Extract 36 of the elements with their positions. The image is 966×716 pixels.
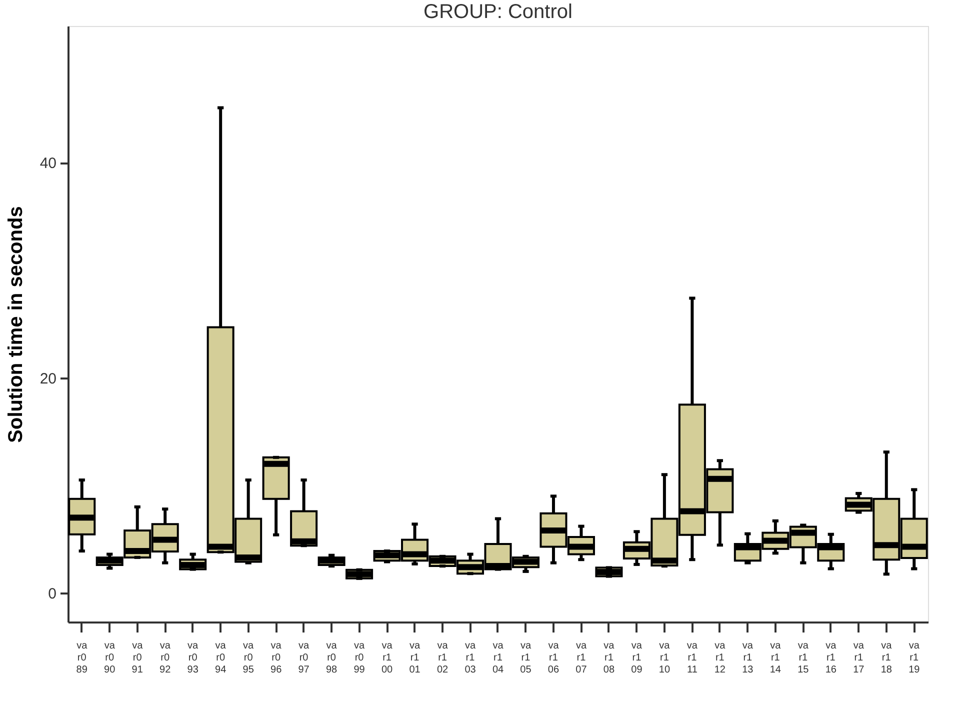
x-tick-label: var102: [436, 640, 449, 676]
x-tick-label: var110: [658, 640, 670, 676]
y-axis-title: Solution time in seconds: [4, 206, 27, 443]
x-tick-label: var094: [215, 640, 227, 676]
y-tick-label: 0: [48, 585, 56, 602]
x-tick-label: var100: [381, 640, 394, 676]
x-tick-label: var117: [853, 640, 865, 676]
x-tick-label: var119: [908, 640, 920, 676]
x-tick-label: var108: [603, 640, 615, 676]
x-tick-label: var109: [631, 640, 643, 676]
x-tick-label: var103: [464, 640, 476, 676]
x-tick-label: var114: [770, 640, 782, 676]
x-tick-label: var095: [242, 640, 254, 676]
x-tick-label: var092: [160, 640, 172, 676]
y-tick-label: 20: [40, 370, 56, 388]
x-tick-label: var105: [520, 640, 532, 676]
x-tick-label: var104: [492, 640, 504, 676]
x-tick-label: var107: [576, 640, 588, 676]
x-tick-label: var116: [825, 640, 837, 676]
x-tick-label: var098: [326, 640, 338, 676]
x-tick-label: var097: [298, 640, 310, 676]
x-tick-label: var112: [714, 640, 726, 676]
chart-title: GROUP: Control: [424, 1, 572, 23]
x-tick-label: var111: [686, 640, 698, 676]
x-tick-label: var113: [742, 640, 754, 676]
x-tick-label: var118: [880, 640, 892, 676]
x-tick-label: var099: [354, 640, 366, 676]
x-tick-label: var106: [548, 640, 560, 676]
x-tick-label: var089: [76, 640, 88, 676]
x-tick-label: var115: [798, 640, 810, 676]
x-tick-label: var096: [270, 640, 282, 676]
x-tick-label: var091: [132, 640, 144, 676]
x-tick-label: var101: [409, 640, 421, 676]
y-tick-label: 40: [40, 155, 56, 172]
x-tick-label: var093: [187, 640, 199, 676]
x-tick-label: var090: [104, 640, 116, 676]
